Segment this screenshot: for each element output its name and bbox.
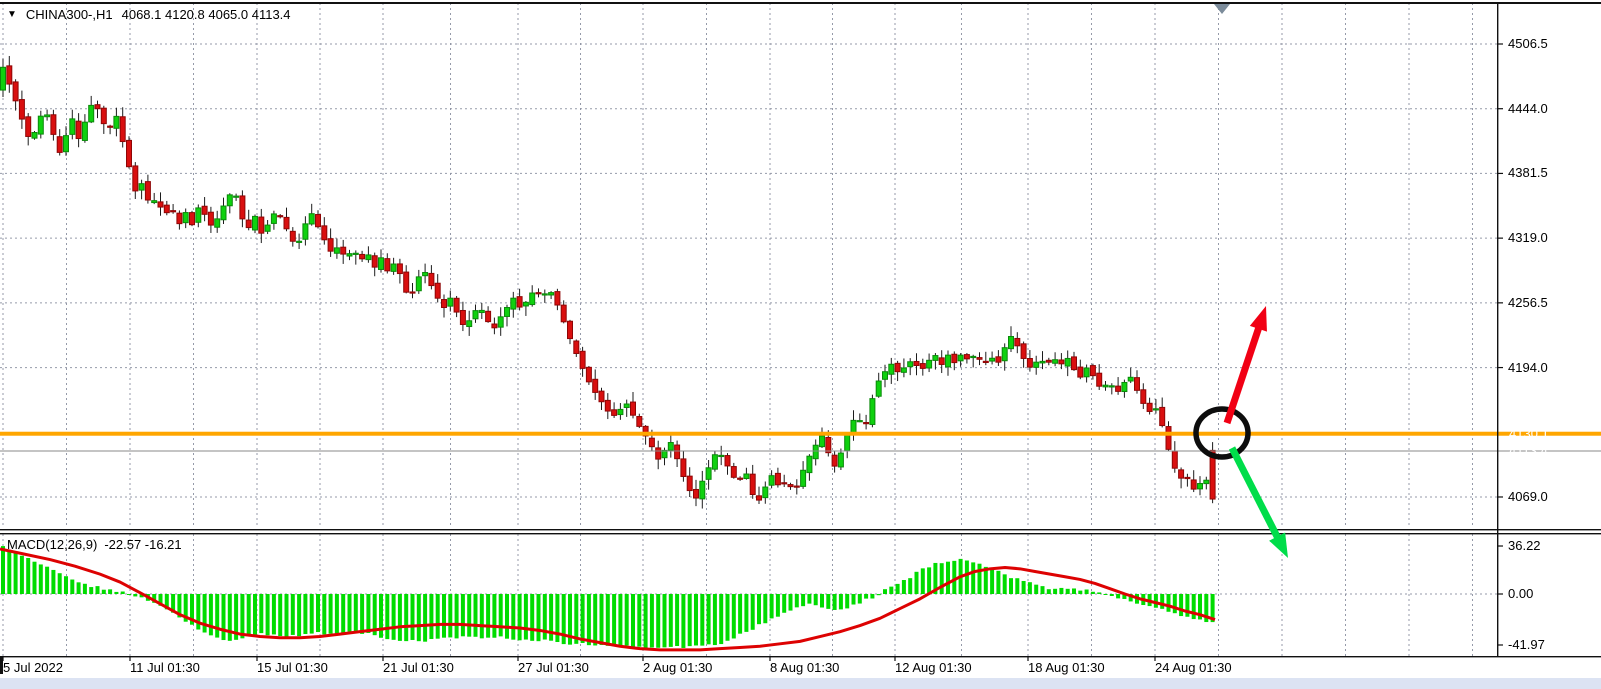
time-axis-tick: 18 Aug 01:30: [1028, 660, 1105, 675]
price-levels[interactable]: [0, 431, 1601, 452]
time-axis-tick: 27 Jul 01:30: [518, 660, 589, 675]
time-axis-tick: 2 Aug 01:30: [643, 660, 713, 675]
macd-series: [0, 546, 1216, 652]
macd-indicator-label: MACD(12,26,9) -22.57 -16.21: [7, 537, 182, 552]
time-axis-tick: 8 Aug 01:30: [770, 660, 840, 675]
ohlc-readout: 4068.1 4120.8 4065.0 4113.4: [121, 7, 291, 22]
macd-axis-tick: -41.97: [1508, 636, 1545, 652]
bearish-scenario-arrow: [1228, 446, 1284, 545]
price-axis-tick: 4506.5: [1508, 36, 1548, 51]
time-axis-tick: 12 Aug 01:30: [895, 660, 972, 675]
symbol-timeframe-label: CHINA300-,H1: [25, 7, 113, 22]
gridlines: [0, 3, 1497, 656]
chart-title: ▼ CHINA300-,H1 4068.1 4120.8 4065.0 4113…: [7, 7, 291, 22]
price-axis-tick: 4319.0: [1508, 230, 1548, 246]
time-axis-tick: 21 Jul 01:30: [383, 660, 454, 675]
hline-price-tag: 4130.1: [1509, 426, 1549, 441]
macd-name: MACD(12,26,9): [7, 537, 98, 552]
horizontal-line-4130: [0, 431, 1601, 436]
bearish-scenario-arrow-head: [1269, 532, 1288, 558]
highlight-circle: [1193, 406, 1251, 460]
time-axis-tick: 24 Aug 01:30: [1155, 660, 1232, 675]
time-axis-tick: 15 Jul 01:30: [257, 660, 328, 675]
bullish-scenario-arrow-head: [1249, 306, 1267, 332]
last-price-tag: 4113.4: [1509, 443, 1548, 458]
price-axis-tick: 4444.0: [1508, 100, 1548, 116]
price-axis-tick: 4069.0: [1508, 488, 1548, 504]
time-axis-tick: 11 Jul 01:30: [130, 660, 200, 675]
bullish-scenario-arrow: [1223, 321, 1264, 425]
macd-axis-tick: 36.22: [1508, 538, 1541, 553]
price-axis-tick: 4256.5: [1508, 294, 1548, 310]
time-axis-tick: 5 Jul 2022: [3, 660, 63, 675]
candlestick-series: [0, 55, 1216, 509]
price-axis-tick: 4194.0: [1508, 359, 1548, 375]
macd-axis-tick: 0.00: [1508, 586, 1534, 601]
drawing-objects[interactable]: [1193, 306, 1288, 558]
chart-shift-marker-icon[interactable]: [1214, 4, 1230, 14]
price-axis-tick: 4381.5: [1508, 165, 1548, 181]
symbol-dropdown-icon[interactable]: ▼: [7, 9, 17, 20]
macd-values: -22.57 -16.21: [104, 537, 182, 552]
